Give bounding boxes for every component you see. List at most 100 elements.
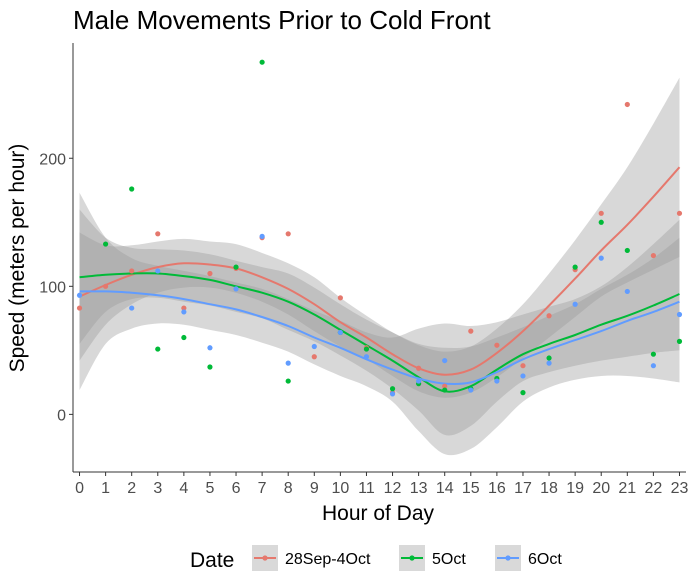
- data-point-1-6: [259, 59, 265, 65]
- y-tick-label: 200: [39, 151, 66, 168]
- data-point-2-15: [494, 378, 500, 384]
- x-tick-label: 19: [566, 480, 584, 497]
- x-tick-label: 8: [284, 480, 293, 497]
- data-point-2-16: [520, 373, 526, 379]
- chart-title: Male Movements Prior to Cold Front: [73, 5, 491, 35]
- confidence-band-0: [79, 77, 680, 398]
- x-tick-label: 18: [540, 480, 558, 497]
- x-tick-label: 21: [618, 480, 636, 497]
- data-point-0-1: [103, 283, 109, 289]
- data-point-0-15: [468, 328, 474, 334]
- fit-line-1: [79, 272, 680, 393]
- data-point-0-10: [337, 295, 343, 301]
- y-axis-title: Speed (meters per hour): [6, 144, 29, 373]
- legend-key-point-1: [409, 555, 415, 561]
- x-tick-label: 12: [384, 480, 402, 497]
- x-axis-title: Hour of Day: [322, 502, 435, 525]
- fit-line-2: [79, 290, 680, 386]
- data-point-0-21: [624, 101, 630, 108]
- data-point-0-14: [442, 383, 448, 389]
- data-point-2-12: [416, 378, 422, 384]
- legend-key-point-0: [262, 555, 268, 561]
- x-tick-label: 13: [410, 480, 428, 497]
- data-point-0-20: [598, 210, 604, 216]
- data-point-0-2: [129, 268, 135, 274]
- data-point-2-19: [598, 255, 604, 261]
- legend-label-0: 28Sep-4Oct: [285, 551, 371, 568]
- x-tick-label: 6: [232, 480, 241, 497]
- data-point-2-6: [259, 233, 265, 239]
- x-tick-label: 22: [644, 480, 662, 497]
- data-point-0-8: [285, 231, 291, 237]
- confidence-bands: [79, 77, 680, 456]
- data-point-1-2: [155, 346, 161, 352]
- data-point-2-18: [572, 301, 578, 307]
- legend: Date 28Sep-4Oct 5Oct 6Oct: [190, 545, 562, 572]
- data-point-1-16: [546, 355, 552, 361]
- data-point-2-1: [129, 305, 135, 311]
- data-point-1-5: [233, 264, 239, 270]
- data-point-2-10: [363, 354, 370, 360]
- legend-title: Date: [190, 549, 234, 572]
- x-tick-label: 20: [592, 480, 610, 497]
- x-tick-label: 11: [358, 480, 375, 497]
- data-point-1-17: [572, 264, 578, 270]
- x-tick-label: 2: [127, 480, 136, 497]
- data-point-0-17: [520, 363, 526, 369]
- data-point-1-18: [598, 219, 604, 225]
- data-point-0-4: [181, 305, 187, 311]
- data-point-0-0: [76, 305, 83, 311]
- data-point-1-7: [285, 378, 291, 384]
- x-tick-label: 5: [205, 480, 214, 497]
- data-point-2-13: [442, 357, 448, 364]
- data-point-2-14: [468, 387, 474, 393]
- data-point-1-1: [129, 186, 135, 192]
- data-point-2-4: [207, 345, 213, 351]
- x-tick-label: 23: [671, 480, 689, 497]
- x-tick-label: 9: [310, 480, 319, 497]
- fit-line-0: [79, 166, 681, 376]
- data-point-1-0: [103, 241, 109, 247]
- y-tick-label: 100: [39, 279, 66, 296]
- data-point-0-5: [207, 270, 213, 277]
- data-point-1-9: [363, 346, 370, 352]
- data-point-0-22: [650, 252, 656, 259]
- data-point-0-13: [416, 365, 422, 371]
- data-point-2-8: [311, 343, 317, 350]
- data-point-1-12: [442, 387, 448, 393]
- data-point-0-9: [311, 354, 317, 360]
- x-tick-label: 7: [258, 480, 267, 497]
- data-points: [76, 59, 683, 397]
- x-tick-label: 14: [436, 480, 454, 497]
- data-point-2-22: [676, 311, 683, 318]
- data-point-2-11: [389, 391, 396, 397]
- x-tick-label: 3: [153, 480, 162, 497]
- y-tick-label: 0: [57, 407, 66, 424]
- data-point-1-3: [181, 334, 187, 341]
- legend-key-point-2: [505, 555, 511, 561]
- data-point-1-10: [389, 386, 396, 392]
- data-point-0-23: [676, 210, 683, 216]
- data-point-2-2: [155, 268, 161, 274]
- data-point-0-3: [155, 231, 161, 237]
- smooth-lines: [79, 166, 681, 393]
- x-tick-label: 16: [488, 480, 506, 497]
- data-point-1-19: [624, 247, 630, 254]
- data-point-1-21: [676, 338, 683, 344]
- data-point-2-9: [337, 329, 343, 336]
- data-point-0-16: [494, 342, 500, 348]
- legend-label-1: 5Oct: [432, 551, 466, 568]
- data-point-2-5: [233, 286, 239, 292]
- confidence-band-1: [79, 209, 680, 436]
- x-tick-label: 10: [331, 480, 349, 497]
- data-point-2-0: [76, 292, 83, 298]
- legend-label-2: 6Oct: [528, 551, 562, 568]
- x-tick-label: 17: [514, 480, 532, 497]
- data-point-1-15: [520, 390, 526, 396]
- data-point-1-4: [207, 364, 213, 370]
- data-point-2-20: [624, 288, 630, 295]
- data-point-1-20: [650, 351, 656, 357]
